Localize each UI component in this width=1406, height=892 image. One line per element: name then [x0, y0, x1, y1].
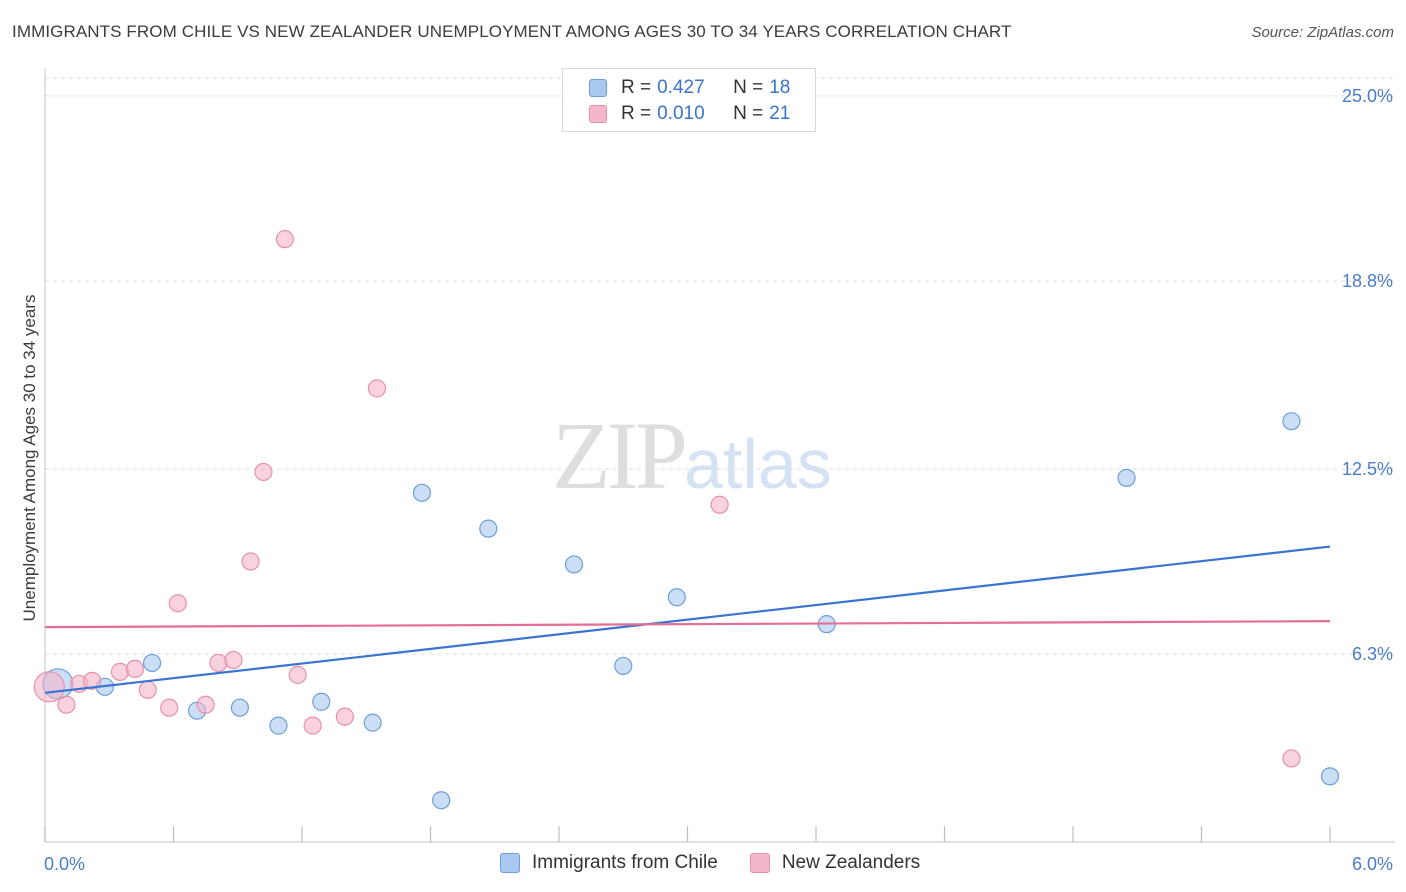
chile-point	[1282, 412, 1301, 431]
nz-point	[710, 495, 729, 514]
chile-point	[432, 791, 451, 810]
nz-point	[303, 716, 322, 735]
nz-point	[57, 695, 76, 714]
nz-point	[254, 462, 273, 482]
legend-n-label: N =	[733, 77, 764, 98]
nz-point	[224, 650, 243, 670]
legend-r-label: R =	[621, 103, 652, 124]
legend-swatch-nz	[749, 853, 770, 873]
legend-n-label: N =	[733, 103, 764, 124]
legend-item-chile[interactable]: Immigrants from Chile	[500, 852, 718, 874]
nz-point	[288, 665, 307, 684]
legend-r-label: R =	[621, 77, 652, 98]
series-legend: Immigrants from Chile New Zealanders	[500, 852, 952, 874]
legend-label-chile: Immigrants from Chile	[532, 852, 718, 873]
chile-point	[269, 716, 288, 735]
nz-point	[110, 662, 130, 681]
y-tick-label: 25.0%	[1342, 86, 1393, 106]
correlation-legend: R = 0.427 N = 18 R = 0.010 N = 21	[562, 68, 816, 132]
chile-point	[614, 656, 633, 676]
x-tick-label: 6.0%	[1352, 854, 1393, 874]
legend-row-nz: R = 0.010 N = 21	[589, 101, 790, 127]
watermark-zip: ZIP	[552, 402, 688, 509]
chile-point	[1320, 767, 1340, 786]
nz-point	[138, 680, 157, 699]
legend-row-chile: R = 0.427 N = 18	[589, 75, 790, 101]
chart-title: IMMIGRANTS FROM CHILE VS NEW ZEALANDER U…	[12, 22, 1012, 41]
legend-swatch-chile	[500, 853, 520, 873]
nz-point	[33, 671, 65, 703]
watermark-atlas: atlas	[684, 425, 832, 503]
legend-item-nz[interactable]: New Zealanders	[749, 852, 921, 874]
chile-point	[667, 588, 686, 607]
y-tick-label: 12.5%	[1342, 459, 1393, 479]
nz-point	[168, 594, 187, 613]
legend-n-value: 21	[769, 103, 791, 124]
chile-trend-line	[44, 545, 1331, 694]
chile-point	[479, 519, 498, 538]
y-tick-label: 6.3%	[1352, 644, 1393, 664]
legend-label-nz: New Zealanders	[781, 852, 921, 873]
nz-point	[196, 695, 215, 714]
source-label: Source: ZipAtlas.com	[1251, 24, 1394, 41]
legend-r-value: 0.010	[657, 103, 705, 124]
nz-point	[275, 230, 294, 249]
chile-point	[142, 653, 162, 673]
legend-r-value: 0.427	[657, 77, 705, 98]
nz-point	[160, 698, 179, 717]
legend-swatch-chile	[589, 79, 607, 97]
chile-point	[312, 692, 331, 711]
chile-point	[564, 555, 584, 574]
chile-point	[230, 698, 249, 717]
chile-point	[1117, 468, 1136, 488]
watermark: ZIPatlas	[552, 400, 832, 511]
nz-point	[335, 707, 354, 726]
nz-point	[367, 379, 387, 398]
chile-point	[412, 483, 432, 502]
y-axis-title: Unemployment Among Ages 30 to 34 years	[20, 294, 39, 622]
nz-point	[1282, 749, 1301, 768]
chile-point	[363, 713, 382, 732]
y-tick-label: 18.8%	[1342, 271, 1393, 291]
legend-swatch-nz	[589, 105, 607, 123]
x-tick-label: 0.0%	[44, 854, 85, 874]
nz-point	[209, 653, 228, 673]
nz-point	[125, 659, 145, 679]
legend-n-value: 18	[769, 77, 791, 98]
nz-trend-line	[44, 620, 1331, 629]
nz-point	[241, 552, 260, 571]
nz-point	[83, 671, 102, 690]
